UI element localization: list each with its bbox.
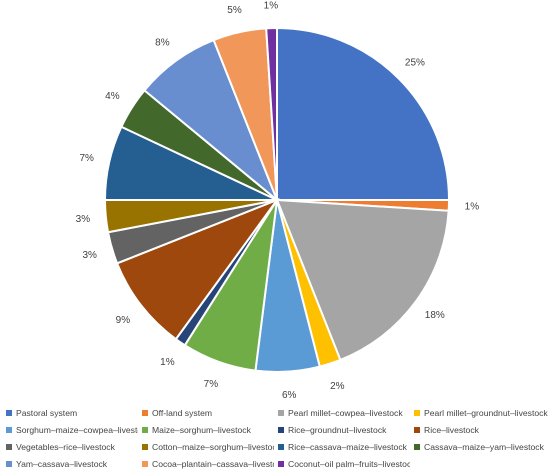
legend-label: Cassava–maize–yam–livestock <box>424 441 544 452</box>
legend-label: Pearl millet–groundnut–livestock <box>424 407 548 418</box>
legend-item: Cotton–maize–sorghum–livestock <box>138 438 274 455</box>
legend-label: Rice–groundnut–livestock <box>288 424 387 435</box>
legend-swatch <box>142 443 148 450</box>
legend-swatch <box>142 460 148 467</box>
legend-item: Coconut–oil palm–fruits–livestock <box>274 455 410 472</box>
legend-item: Off-land system <box>138 404 274 421</box>
legend-label: Off-land system <box>152 407 213 418</box>
legend: Pastoral system Off-land system Pearl mill… <box>2 404 550 474</box>
legend-item: Pearl millet–cowpea–livestock <box>274 404 410 421</box>
legend-swatch <box>142 409 148 416</box>
slice-percent-label: 3% <box>82 250 97 261</box>
slice-percent-label: 3% <box>76 214 91 225</box>
pie-chart: 25% 1% 18% 2% 6% 7% 1% 9% 3% 3% 7% 4% 8% 5% 1% <box>76 1 480 400</box>
legend-label: Coconut–oil palm–fruits–livestock <box>288 458 410 469</box>
slice-percent-label: 8% <box>155 38 170 49</box>
legend-item: Pastoral system <box>2 404 138 421</box>
pie-slice <box>265 26 278 201</box>
slice-percent-label: 18% <box>425 310 445 321</box>
legend-swatch <box>278 426 284 433</box>
legend-swatch <box>6 409 12 416</box>
slice-percent-label: 1% <box>465 202 480 213</box>
slice-percent-label: 7% <box>79 153 94 164</box>
pie-slice <box>276 26 451 201</box>
slice-percent-label: 4% <box>105 91 120 102</box>
legend-label: Yam–cassava–livestock <box>16 458 108 469</box>
slice-percent-label: 1% <box>264 1 279 12</box>
legend-item: Pearl millet–groundnut–livestock <box>410 404 550 421</box>
legend-label: Rice–livestock <box>424 424 479 435</box>
legend-swatch <box>278 460 284 467</box>
legend-item: Rice–groundnut–livestock <box>274 421 410 438</box>
slice-percent-label: 5% <box>227 5 242 16</box>
legend-item: Maize–sorghum–livestock <box>138 421 274 438</box>
legend-label: Sorghum–maize–cowpea–livestock <box>16 424 138 435</box>
slice-percent-label: 6% <box>282 390 297 400</box>
slice-percent-label: 9% <box>116 315 131 326</box>
legend-item: Rice–livestock <box>410 421 550 438</box>
legend-swatch <box>278 409 284 416</box>
legend-label: Vegetables–rice–livestock <box>16 441 115 452</box>
legend-item: Sorghum–maize–cowpea–livestock <box>2 421 138 438</box>
legend-label: Pearl millet–cowpea–livestock <box>288 407 403 418</box>
legend-label: Rice–cassava–maize–livestock <box>288 441 407 452</box>
pie-slice <box>275 198 450 362</box>
pie-slice <box>115 197 280 341</box>
legend-swatch <box>6 443 12 450</box>
legend-item: Vegetables–rice–livestock <box>2 438 138 455</box>
slice-percent-label: 25% <box>405 58 425 69</box>
slice-percent-label: 1% <box>160 357 175 368</box>
legend-item: Cassava–maize–yam–livestock <box>410 438 550 455</box>
legend-swatch <box>414 426 420 433</box>
legend-swatch <box>278 443 284 450</box>
legend-swatch <box>414 443 420 450</box>
legend-swatch <box>142 426 148 433</box>
legend-swatch <box>6 460 12 467</box>
legend-label: Maize–sorghum–livestock <box>152 424 251 435</box>
legend-label: Cotton–maize–sorghum–livestock <box>152 441 274 452</box>
legend-swatch <box>6 426 12 433</box>
legend-item: Rice–cassava–maize–livestock <box>274 438 410 455</box>
legend-item: Cocoa–plantain–cassava–livestock <box>138 455 274 472</box>
slice-percent-label: 2% <box>330 381 345 392</box>
legend-swatch <box>414 409 420 416</box>
legend-label: Cocoa–plantain–cassava–livestock <box>152 458 274 469</box>
legend-item: Yam–cassava–livestock <box>2 455 138 472</box>
legend-label: Pastoral system <box>16 407 78 418</box>
slice-percent-label: 7% <box>204 379 219 390</box>
